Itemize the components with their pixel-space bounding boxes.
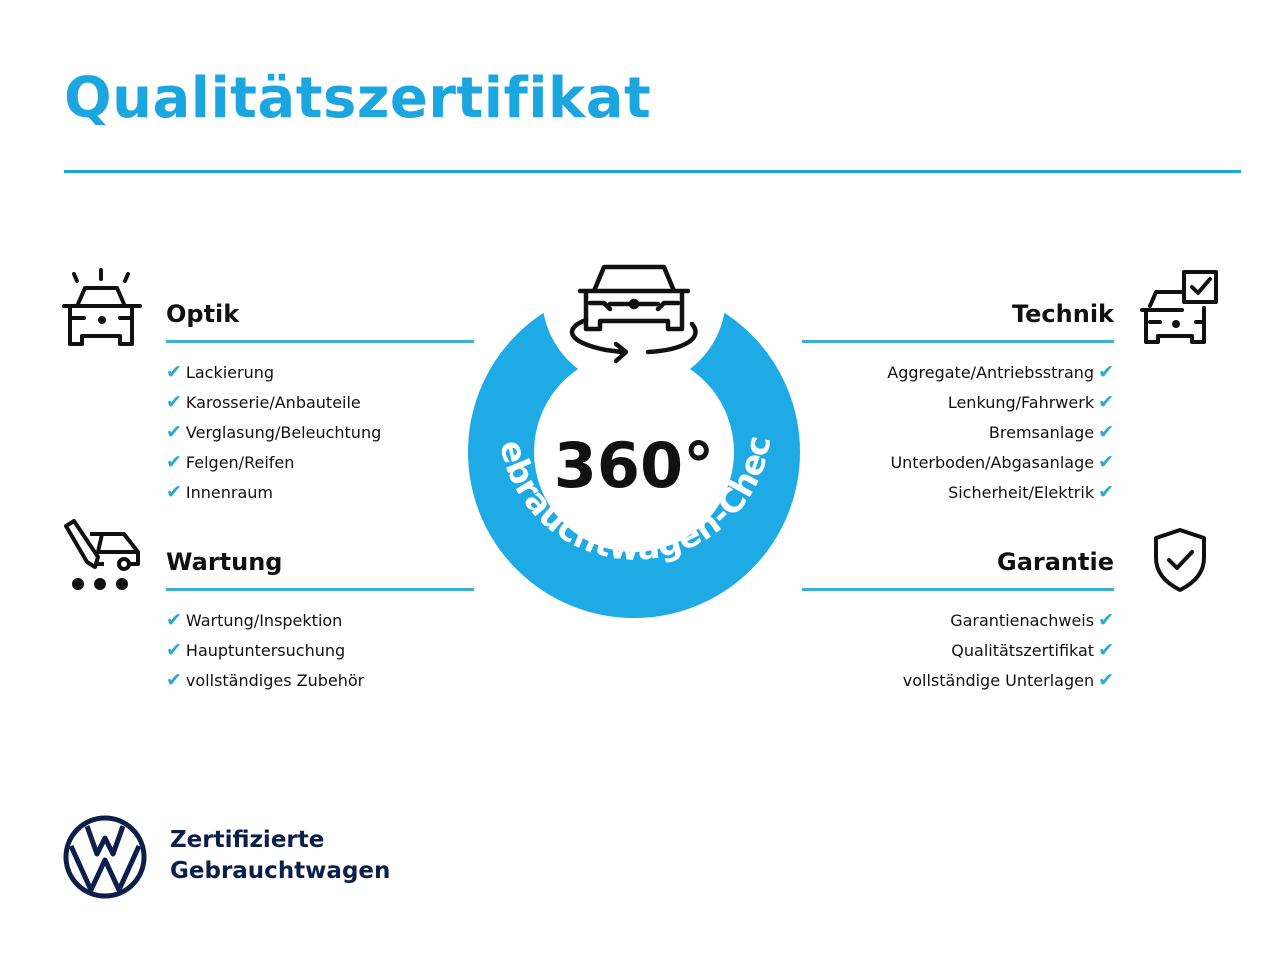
list-item: ✔ Lackierung <box>166 357 474 387</box>
car-rotate-icon <box>569 264 698 364</box>
check-icon: ✔ <box>166 451 182 473</box>
list-item: Garantienachweis ✔ <box>802 605 1114 635</box>
section-wartung: Wartung ✔ Wartung/Inspektion ✔ Hauptunters… <box>166 548 474 695</box>
item-label: Garantienachweis <box>950 611 1095 630</box>
check-icon: ✔ <box>166 609 182 631</box>
car-checklist-icon <box>1140 270 1218 344</box>
section-technik: Technik Aggregate/Antriebsstrang ✔ Lenkun… <box>802 300 1114 507</box>
section-optik: Optik ✔ Lackierung ✔ Karosserie/Anbauteile… <box>166 300 474 507</box>
list-item: ✔ Verglasung/Beleuchtung <box>166 417 474 447</box>
list-item: ✔ Felgen/Reifen <box>166 447 474 477</box>
item-label: vollständige Unterlagen <box>902 671 1095 690</box>
shield-check-icon <box>1154 528 1206 592</box>
item-label: Felgen/Reifen <box>185 453 295 472</box>
car-lights-icon <box>62 268 142 346</box>
check-icon: ✔ <box>166 669 182 691</box>
degrees-label: 360° <box>554 429 714 502</box>
item-label: Lackierung <box>185 363 275 382</box>
list-item: ✔ Innenraum <box>166 477 474 507</box>
page-title: Qualitätszertifikat <box>64 66 652 131</box>
check-icon: ✔ <box>1098 609 1114 631</box>
check-icon: ✔ <box>166 639 182 661</box>
vw-logo <box>63 815 147 899</box>
list-item: Qualitätszertifikat ✔ <box>802 635 1114 665</box>
list-item: Sicherheit/Elektrik ✔ <box>802 477 1114 507</box>
list-item: ✔ vollständiges Zubehör <box>166 665 474 695</box>
check-icon: ✔ <box>1098 421 1114 443</box>
check-icon: ✔ <box>1098 391 1114 413</box>
section-heading: Optik <box>166 300 474 343</box>
brand-text: Zertifizierte Gebrauchtwagen <box>170 825 390 887</box>
item-label: Verglasung/Beleuchtung <box>185 423 382 442</box>
list-item: Unterboden/Abgasanlage ✔ <box>802 447 1114 477</box>
item-label: Aggregate/Antriebsstrang <box>887 363 1095 382</box>
item-label: Unterboden/Abgasanlage <box>890 453 1095 472</box>
section-heading: Technik <box>802 300 1114 343</box>
brand-line-2: Gebrauchtwagen <box>170 858 391 884</box>
list-item: Lenkung/Fahrwerk ✔ <box>802 387 1114 417</box>
item-label: Sicherheit/Elektrik <box>948 483 1095 502</box>
list-item: ✔ Wartung/Inspektion <box>166 605 474 635</box>
check-icon: ✔ <box>166 391 182 413</box>
item-label: Hauptuntersuchung <box>185 641 346 660</box>
item-label: vollständiges Zubehör <box>185 671 365 690</box>
section-garantie: Garantie Garantienachweis ✔ Qualitätszert… <box>802 548 1114 695</box>
check-icon: ✔ <box>1098 639 1114 661</box>
item-label: Innenraum <box>185 483 274 502</box>
check-icon: ✔ <box>1098 481 1114 503</box>
brand-line-1: Zertifizierte <box>170 827 325 853</box>
title-divider <box>64 170 1241 173</box>
service-van-icon <box>64 519 140 590</box>
item-label: Bremsanlage <box>988 423 1095 442</box>
item-label: Qualitätszertifikat <box>951 641 1095 660</box>
item-label: Karosserie/Anbauteile <box>185 393 361 412</box>
badge-gap <box>542 204 726 388</box>
check-icon: ✔ <box>166 421 182 443</box>
section-heading: Garantie <box>802 548 1114 591</box>
list-item: ✔ Hauptuntersuchung <box>166 635 474 665</box>
item-label: Wartung/Inspektion <box>185 611 343 630</box>
check-icon: ✔ <box>1098 669 1114 691</box>
item-label: Lenkung/Fahrwerk <box>947 393 1095 412</box>
list-item: Bremsanlage ✔ <box>802 417 1114 447</box>
list-item: ✔ Karosserie/Anbauteile <box>166 387 474 417</box>
check-icon: ✔ <box>166 481 182 503</box>
list-item: vollständige Unterlagen ✔ <box>802 665 1114 695</box>
check-icon: ✔ <box>166 361 182 383</box>
list-item: Aggregate/Antriebsstrang ✔ <box>802 357 1114 387</box>
check-icon: ✔ <box>1098 451 1114 473</box>
check-icon: ✔ <box>1098 361 1114 383</box>
section-heading: Wartung <box>166 548 474 591</box>
